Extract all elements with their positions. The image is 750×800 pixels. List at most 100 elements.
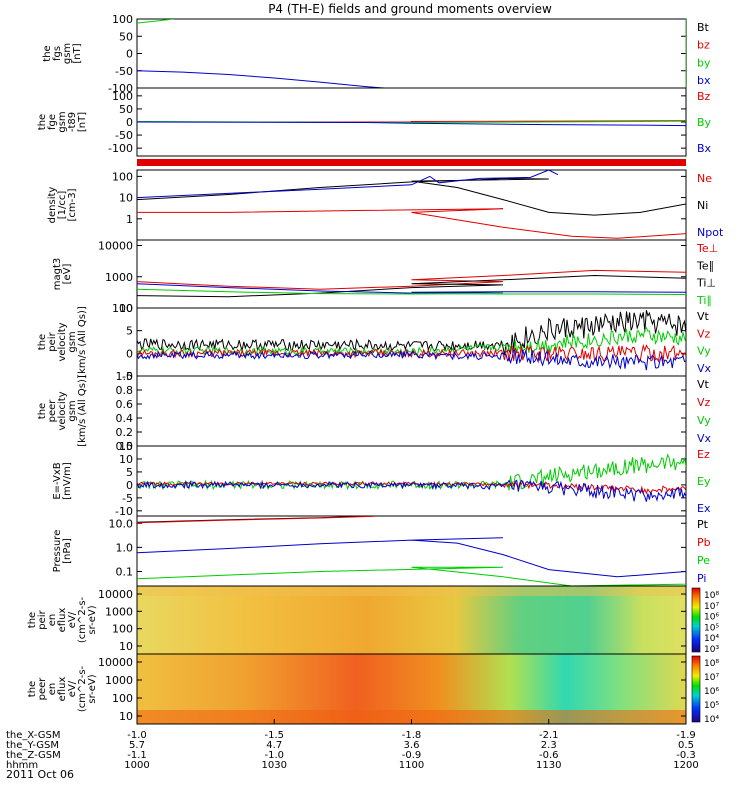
y-axis-label-line: magt3 <box>52 258 63 291</box>
y-tick-label: 0 <box>126 347 133 360</box>
y-tick-label: 10 <box>119 192 133 205</box>
x-column-value: 4.7 <box>266 740 282 751</box>
y-axis-label-line: Pressure <box>52 530 63 573</box>
y-axis-label-line: the <box>27 612 38 628</box>
y-tick-label: 0.0 <box>116 440 134 453</box>
panel-frame <box>136 18 687 89</box>
y-tick-label: 10 <box>119 710 133 723</box>
y-axis-label-line: the <box>27 681 38 697</box>
x-column-value: -0.6 <box>539 750 559 761</box>
x-column-value: -1.1 <box>127 750 147 761</box>
y-tick-label: 1000 <box>105 605 133 618</box>
x-column-value: 1000 <box>124 760 149 771</box>
legend-entry: by <box>697 56 711 69</box>
y-tick-label: 10000 <box>98 240 133 253</box>
x-column-value: -2.1 <box>539 730 559 741</box>
series-Vt <box>137 310 686 356</box>
y-axis-label-line: gsm <box>67 400 78 421</box>
y-tick-label: 5 <box>126 466 133 479</box>
y-axis-label-line: velocity <box>57 322 68 361</box>
series-Te∥ <box>137 274 686 298</box>
x-column-value: 0.5 <box>678 740 694 751</box>
x-column-value: -1.0 <box>127 730 147 741</box>
panel-p10: 10⁸ 10⁷ 10⁶ 10⁵ 10⁴ 10000 1000 100 10 the peer en ef… <box>27 653 719 725</box>
x-column-value: -1.9 <box>676 730 696 741</box>
y-axis-label-line: peer <box>37 677 48 701</box>
y-axis-label-line: [nT] <box>77 112 88 132</box>
y-tick-label: 1000 <box>105 271 133 284</box>
colorbar-label: 10³ <box>704 645 719 655</box>
separator-band <box>137 159 686 166</box>
x-column-value: -1.8 <box>402 730 422 741</box>
x-column-value: 3.6 <box>404 740 420 751</box>
legend-entry: By <box>697 116 712 129</box>
panel-p5: 10 5 0 -5 the peir velocity gsm [km/s (All Qs)] V… <box>37 302 712 383</box>
y-axis-label-line: eV/ <box>67 680 78 697</box>
y-axis-label-line: gsm <box>62 43 73 64</box>
legend-entry: Vx <box>697 362 712 375</box>
legend-entry: Npot <box>697 226 724 239</box>
y-axis-label-line: peer <box>47 399 58 423</box>
y-tick-label: 10 <box>119 302 133 315</box>
legend-entry: Vx <box>697 432 712 445</box>
panel-p3: 100 10 1 density [1/cc] [cm-3] Ne Ni Npot <box>47 169 724 241</box>
x-row-label: the_X-GSM <box>6 730 60 741</box>
y-tick-label: 10 <box>119 640 133 653</box>
legend-entry: Pi <box>697 572 706 585</box>
x-column-value: 2.3 <box>541 740 557 751</box>
series-Te⊥ <box>137 269 686 290</box>
panel-frame <box>136 169 687 241</box>
colorbar-label: 10⁵ <box>704 623 719 633</box>
y-tick-label: 1 <box>126 213 133 226</box>
y-axis-label-line: fge <box>47 114 58 130</box>
y-tick-label: 0.4 <box>116 412 134 425</box>
colorbar-label: 10⁸ <box>704 659 719 669</box>
colorbar-label: 10⁶ <box>704 687 719 697</box>
y-axis-label: the fgs gsm [nT] <box>42 43 83 64</box>
y-tick-label: -50 <box>115 129 133 142</box>
legend-entry: Bz <box>697 90 711 103</box>
y-axis-label-line: [1/cc] <box>57 191 68 220</box>
y-axis-label: the peir velocity gsm [km/s (All Qs)] <box>37 306 88 378</box>
y-tick-label: 0.2 <box>116 426 134 439</box>
panel-frame <box>136 375 687 447</box>
legend-entry: Ez <box>697 448 710 461</box>
series-bx <box>137 70 385 88</box>
panel-p4: 10000 1000 100 magt3 [eV] Te⊥ Te∥ Ti⊥ Ti∥ <box>52 239 718 315</box>
y-axis-label: the fge gsm -t89 [nT] <box>37 111 88 132</box>
colorbar-label: 10⁵ <box>704 701 719 711</box>
spectrogram-p9 <box>137 586 686 654</box>
y-axis-label-line: [nPa] <box>62 538 73 564</box>
y-axis-label-line: en <box>47 683 58 696</box>
series-Ni <box>137 177 686 216</box>
y-axis-label: the peer en eflux eV/(cm^2-s-sr-eV) <box>27 665 98 712</box>
y-axis-label-line: sr-eV) <box>87 605 98 634</box>
plot-title: P4 (TH-E) fields and ground moments over… <box>268 2 552 16</box>
legend-entry: Pb <box>697 536 711 549</box>
y-axis-label: density [1/cc] [cm-3] <box>47 187 78 224</box>
legend-entry: Ti⊥ <box>696 277 716 290</box>
y-tick-label: 100 <box>112 623 133 636</box>
panel-p6: 1.00.80.60.40.20.0 the peer velocity gsm [km/… <box>37 370 712 453</box>
legend-entry: Pt <box>697 518 709 531</box>
x-row-label: the_Z-GSM <box>6 750 61 761</box>
colorbar <box>691 655 701 723</box>
legend-entry: Vy <box>697 414 711 427</box>
y-axis-label-line: eV/ <box>67 611 78 628</box>
x-column-value: -0.9 <box>402 750 422 761</box>
y-tick-label: 1.0 <box>116 370 134 383</box>
series-by <box>137 19 174 24</box>
x-column-value: -1.0 <box>264 750 284 761</box>
y-axis-label-line: peir <box>37 609 48 629</box>
y-tick-label: 5 <box>126 325 133 338</box>
y-axis-label-line: [nT] <box>72 43 83 63</box>
x-column-value: -0.3 <box>676 750 696 761</box>
y-axis-label-line: gsm <box>57 111 68 132</box>
colorbar-label: 10⁷ <box>704 673 719 683</box>
spectrogram-topband <box>137 586 686 596</box>
y-tick-label: 1000 <box>105 674 133 687</box>
y-tick-label: 100 <box>112 90 133 103</box>
